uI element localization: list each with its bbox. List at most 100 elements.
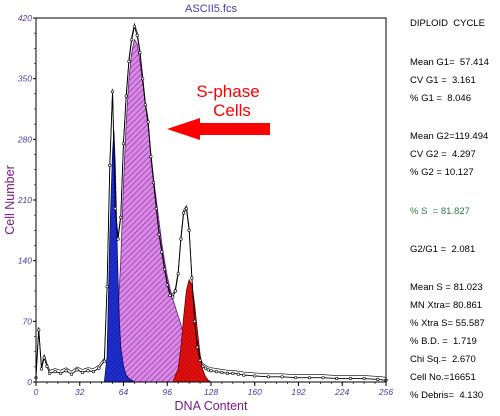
histogram-point [45, 364, 49, 369]
stat-line: Chi Sq.= 2.670 [410, 354, 476, 365]
y-tick-label: 0 [27, 377, 32, 387]
histogram-point [154, 207, 158, 211]
stat-line: % S = 81.827 [410, 206, 470, 217]
histogram-point [75, 368, 79, 372]
y-tick-label: 350 [18, 74, 32, 84]
histogram-point [179, 237, 183, 241]
histogram-point [231, 371, 235, 375]
histogram-point [59, 371, 63, 375]
histogram-point [151, 181, 156, 185]
histogram-point [171, 295, 175, 299]
histogram-point [253, 374, 257, 378]
stat-line: DIPLOID CYCLE [410, 18, 485, 29]
histogram-point [165, 283, 169, 287]
y-axis-label: Cell Number [3, 165, 17, 234]
histogram-point [184, 207, 188, 211]
g2-peak-area [172, 278, 213, 383]
x-tick-label: 128 [204, 387, 218, 397]
histogram-point [146, 120, 150, 124]
stat-line: % Xtra S= 55.587 [410, 318, 485, 329]
histogram-point [160, 250, 164, 254]
histogram-point [225, 371, 230, 375]
histogram-point [190, 276, 194, 280]
histogram-point [182, 211, 186, 215]
histogram-point [176, 272, 180, 276]
stat-line: % B.D. = 1.719 [410, 336, 477, 347]
x-tick-label: 224 [334, 387, 349, 397]
y-tick-label: 210 [17, 195, 32, 205]
stat-line: CV G2 = 4.297 [410, 149, 476, 160]
histogram-point [127, 59, 131, 63]
histogram-point [132, 25, 137, 29]
y-tick-label: 140 [18, 256, 32, 266]
histogram-point [203, 366, 208, 370]
histogram-point [119, 215, 123, 219]
histogram-point [168, 293, 172, 297]
histogram-point [198, 358, 202, 362]
histogram-point [307, 376, 312, 380]
stat-line: Mean S = 81.023 [410, 282, 483, 293]
histogram-point [173, 289, 178, 293]
stat-line: MN Xtra= 80.861 [410, 300, 483, 311]
histogram-point [362, 376, 366, 381]
histogram-point [209, 369, 213, 373]
histogram-point [348, 376, 353, 381]
histogram-point [236, 372, 240, 376]
g1-peak-area [103, 130, 136, 383]
stat-line: Mean G1= 57.414 [410, 57, 489, 68]
histogram-point [195, 345, 199, 349]
x-axis-label: DNA Content [175, 399, 248, 413]
histogram-point [376, 377, 380, 382]
histogram-point [206, 368, 210, 372]
histogram-point [102, 359, 106, 363]
y-tick-label: 280 [17, 134, 32, 144]
stat-line: % Debris= 4.130 [410, 390, 484, 401]
stat-line: Cell No.=16651 [410, 372, 476, 383]
histogram-point [266, 375, 271, 379]
histogram-point [80, 370, 85, 375]
histogram-point [105, 285, 109, 289]
annotation-line-1: S-phase [196, 82, 259, 101]
histogram-point [113, 207, 117, 211]
histogram-point [201, 364, 205, 369]
stat-line: CV G1 = 3.161 [410, 75, 476, 86]
stat-line: G2/G1 = 2.081 [410, 244, 476, 255]
plot-frame [35, 17, 387, 383]
histogram-trace [35, 24, 387, 381]
histogram-point [130, 38, 134, 42]
histogram-point [192, 319, 197, 323]
histogram-point [141, 77, 145, 81]
histogram-point [242, 373, 246, 377]
histogram-point [157, 233, 161, 237]
x-tick-label: 0 [34, 387, 39, 397]
histogram-point [91, 370, 96, 374]
histogram-point [69, 372, 74, 376]
histogram-point [162, 267, 167, 271]
x-tick-label: 32 [75, 387, 85, 397]
histogram-point [53, 370, 57, 374]
histogram-point [48, 371, 52, 375]
histogram-point [64, 369, 68, 373]
annotation-arrow [167, 118, 270, 140]
histogram-point [335, 376, 339, 381]
histogram-point [110, 90, 115, 94]
histogram-point [108, 163, 112, 167]
x-tick-label: 64 [119, 387, 129, 397]
x-tick-label: 256 [378, 387, 393, 397]
histogram-point [294, 376, 298, 380]
histogram-point [143, 103, 147, 107]
histogram-point [42, 356, 46, 360]
histogram-point [187, 228, 191, 232]
histogram-point [280, 375, 284, 379]
histogram-point [124, 94, 128, 98]
stat-line: % G2 = 10.127 [410, 167, 474, 178]
x-tick-label: 160 [248, 387, 262, 397]
histogram-point [37, 328, 41, 332]
y-tick-label: 420 [18, 13, 32, 23]
chart-title: ASCII5.fcs [185, 3, 237, 15]
histogram-point [149, 155, 153, 159]
x-tick-label: 96 [163, 387, 173, 397]
stat-line: Mean G2=119.494 [410, 131, 489, 142]
histogram-point [97, 366, 101, 370]
